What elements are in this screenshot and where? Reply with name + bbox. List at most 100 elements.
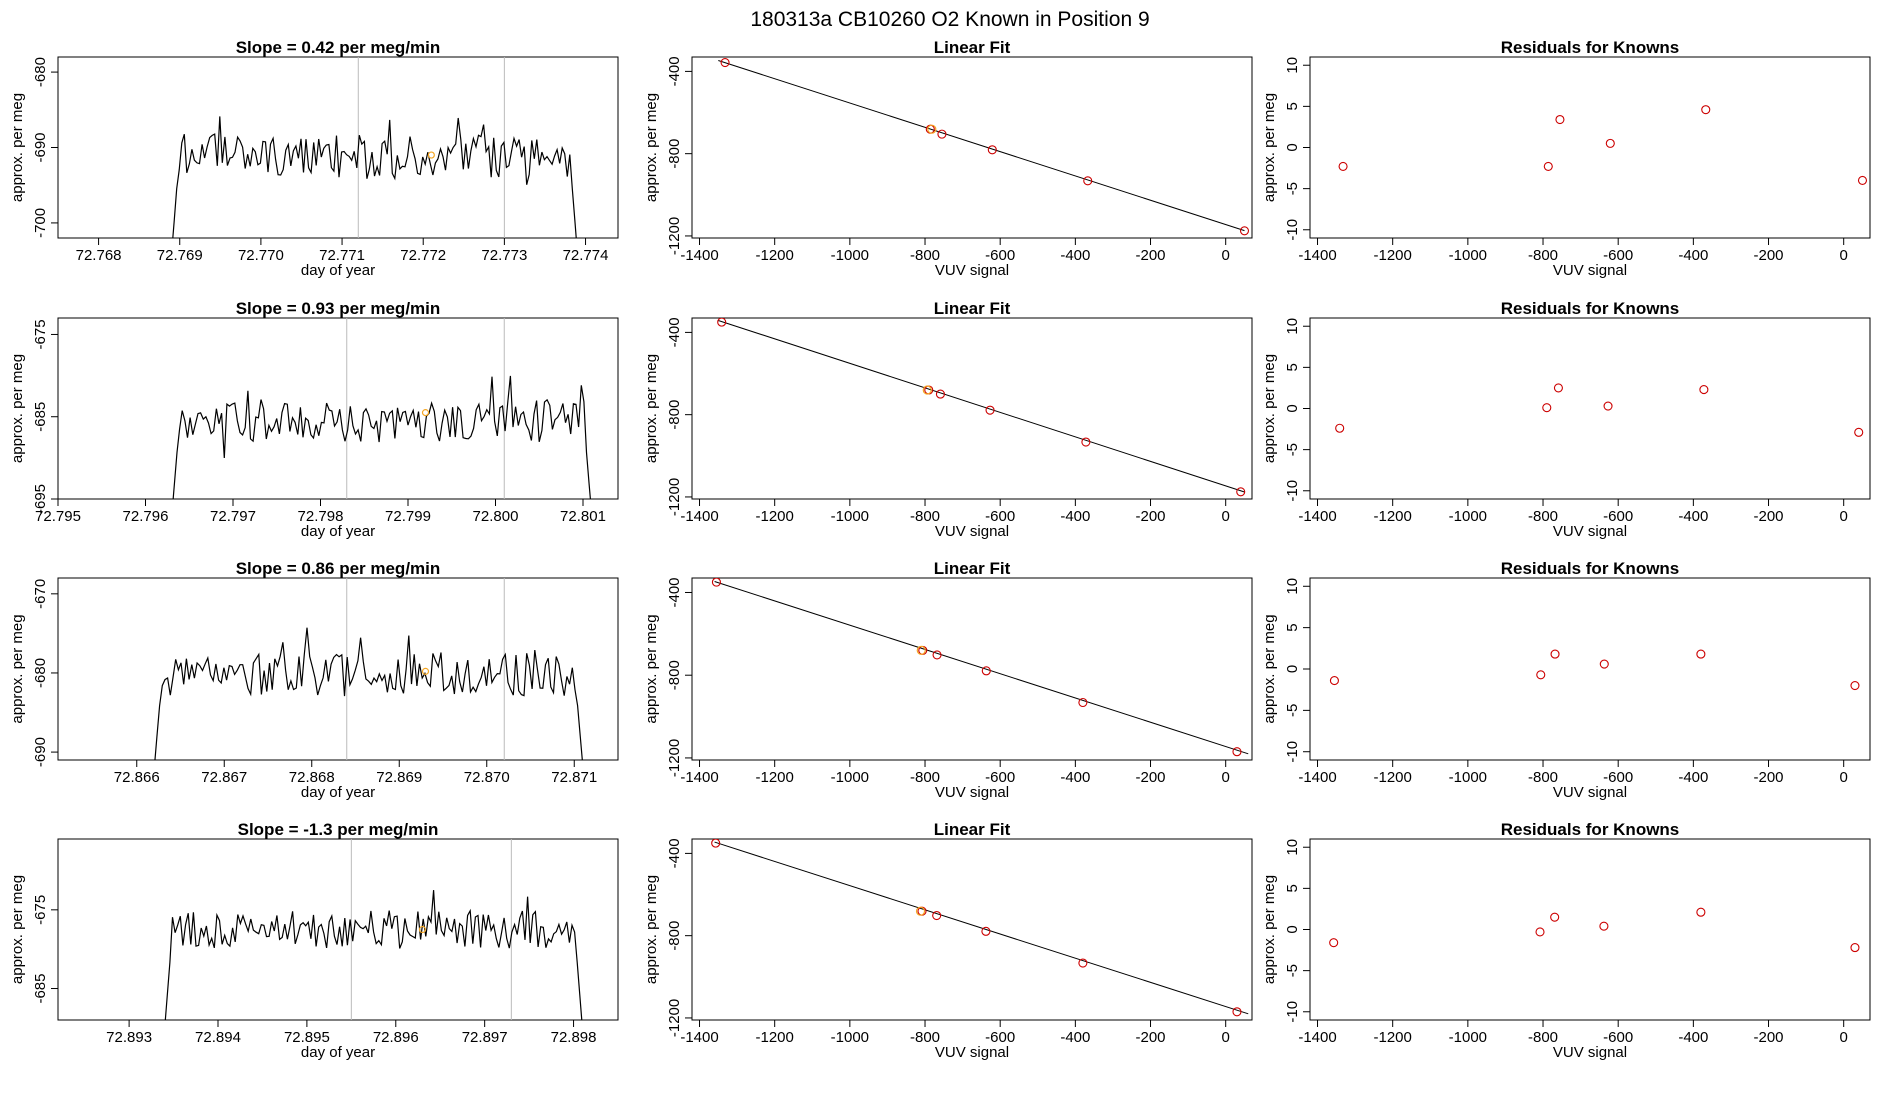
known-point xyxy=(935,389,945,399)
panel-scatter: Residuals for Knowns-1400 -1200 -1000 -800-… xyxy=(1261,559,1871,801)
y-tick-label: 10 xyxy=(1284,578,1301,595)
known-point xyxy=(1550,649,1560,659)
plot-box xyxy=(57,577,619,761)
x-tick-label: -1200 xyxy=(755,1029,793,1046)
plot-box xyxy=(57,317,619,500)
known-point xyxy=(1338,161,1348,171)
known-point xyxy=(1239,226,1250,236)
known-point xyxy=(1850,943,1860,953)
y-tick-label: 5 xyxy=(1284,363,1301,371)
x-tick-label: -200 xyxy=(1136,508,1166,525)
x-tick-label: -1000 xyxy=(1449,508,1487,525)
plot-box xyxy=(57,56,619,239)
panel-line: Slope = 0.93 per meg/min 72.795 72.796 72.7… xyxy=(9,299,619,540)
x-tick-label: 72.895 xyxy=(284,1029,330,1046)
x-tick-label: 72.797 xyxy=(210,508,256,525)
panel-scatter: Residuals for Knowns-1400 -1200 -1000 -800-… xyxy=(1261,299,1871,540)
known-point xyxy=(711,578,721,587)
x-tick-label: 72.768 xyxy=(76,247,122,264)
panel-line: Slope = 0.86 per meg/min 72.866 72.867 72.8… xyxy=(9,559,619,801)
sample-marker xyxy=(418,925,427,934)
y-tick-label: 0 xyxy=(1284,143,1301,151)
y-tick-label: -5 xyxy=(1284,704,1301,717)
x-tick-label: -200 xyxy=(1754,769,1784,786)
y-tick-label: -690 xyxy=(32,132,49,162)
y-tick-label: -1200 xyxy=(666,739,683,777)
x-tick-label: 72.773 xyxy=(481,247,527,264)
x-tick-label: 0 xyxy=(1840,769,1848,786)
x-tick-label: -1400 xyxy=(680,1029,718,1046)
plot-box xyxy=(1309,838,1871,1021)
y-axis-label: approx. per meg xyxy=(1261,93,1278,202)
x-tick-label: 72.772 xyxy=(400,247,446,264)
x-tick-label: -1400 xyxy=(680,769,718,786)
y-axis-label: approx. per meg xyxy=(643,93,660,202)
panel-title: Slope = 0.42 per meg/min xyxy=(236,38,441,57)
y-tick-label: -670 xyxy=(32,579,49,609)
y-axis-label: approx. per meg xyxy=(9,354,26,463)
x-tick-label: -1000 xyxy=(831,508,869,525)
signal-trace xyxy=(154,627,583,760)
known-point xyxy=(1699,385,1709,395)
plot-area xyxy=(711,839,1249,1017)
y-tick-label: -1200 xyxy=(666,217,683,255)
y-tick-label: 5 xyxy=(1284,102,1301,110)
panel-scatter: Linear Fit-1400 -1200 -1000 -800 -600 -400 -20… xyxy=(643,820,1253,1061)
y-axis-label: approx. per meg xyxy=(9,93,26,202)
y-tick-label: 5 xyxy=(1284,623,1301,631)
plot-area xyxy=(1329,649,1860,691)
known-point xyxy=(1857,175,1868,185)
x-tick-label: 72.795 xyxy=(35,508,81,525)
signal-trace xyxy=(164,890,583,1020)
panel-title: Residuals for Knowns xyxy=(1501,820,1680,839)
y-tick-label: -800 xyxy=(666,400,683,430)
plot-box xyxy=(1309,317,1871,500)
y-tick-label: -680 xyxy=(32,658,49,688)
y-tick-label: -10 xyxy=(1284,480,1301,502)
known-point xyxy=(1696,907,1706,917)
x-tick-label: 72.868 xyxy=(289,769,335,786)
signal-trace xyxy=(172,375,591,499)
y-tick-label: -400 xyxy=(666,838,683,868)
x-tick-label: 72.798 xyxy=(298,508,344,525)
x-tick-label: 72.799 xyxy=(385,508,431,525)
panel-title: Linear Fit xyxy=(934,820,1011,839)
known-point xyxy=(711,839,721,848)
x-tick-label: -1200 xyxy=(755,769,793,786)
sample-point xyxy=(915,906,926,916)
y-tick-label: -800 xyxy=(666,660,683,690)
x-tick-label: 72.896 xyxy=(373,1029,419,1046)
known-point xyxy=(932,650,942,660)
x-axis-label: day of year xyxy=(301,1044,375,1061)
plot-box xyxy=(1309,577,1871,761)
x-tick-label: -1200 xyxy=(1373,508,1411,525)
fit-line xyxy=(718,60,1245,232)
x-tick-label: 72.869 xyxy=(376,769,422,786)
y-tick-label: -10 xyxy=(1284,1001,1301,1023)
plot-area xyxy=(1329,907,1860,953)
x-tick-label: -800 xyxy=(910,247,940,264)
x-tick-label: -800 xyxy=(1528,247,1558,264)
y-tick-label: 0 xyxy=(1284,925,1301,933)
x-tick-label: -1000 xyxy=(1449,247,1487,264)
fit-line xyxy=(714,841,1249,1015)
x-tick-label: -600 xyxy=(985,508,1015,525)
x-tick-label: -1200 xyxy=(1373,769,1411,786)
plot-area xyxy=(172,57,577,238)
figure-title: 180313a CB10260 O2 Known in Position 9 xyxy=(750,8,1149,31)
known-point xyxy=(1078,958,1088,968)
plot-box xyxy=(1309,56,1871,239)
known-point xyxy=(1078,697,1088,708)
plot-area xyxy=(154,578,583,760)
known-point xyxy=(937,129,947,139)
known-point xyxy=(1550,912,1560,922)
x-tick-label: -400 xyxy=(1060,508,1090,525)
x-axis-label: VUV signal xyxy=(1553,262,1627,279)
x-tick-label: 72.870 xyxy=(464,769,510,786)
x-axis-label: day of year xyxy=(301,262,375,279)
x-tick-label: -600 xyxy=(985,1029,1015,1046)
known-point xyxy=(987,145,997,155)
x-tick-label: -1000 xyxy=(831,1029,869,1046)
x-tick-label: 72.770 xyxy=(238,247,284,264)
